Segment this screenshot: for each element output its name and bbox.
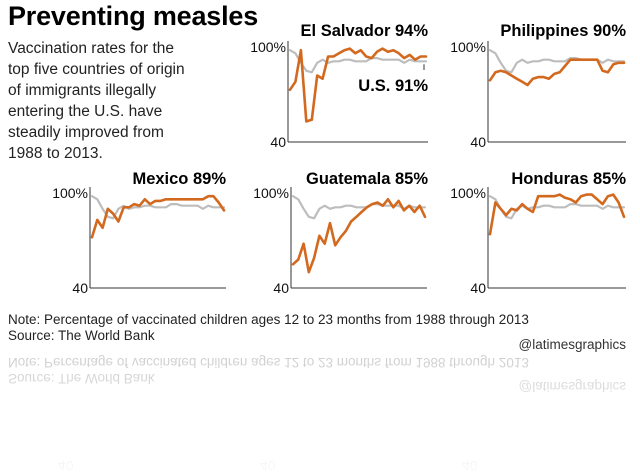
series-line-guatemala	[291, 198, 427, 274]
credit-handle[interactable]: @latimesgraphics	[518, 337, 627, 352]
panel-title: El Salvador 94%	[301, 22, 429, 40]
series-line-honduras	[488, 193, 626, 236]
panel-title: Philippines 90%	[500, 22, 626, 40]
chart-note: Note: Percentage of vaccinated children …	[8, 312, 529, 327]
panel-title: Honduras 85%	[511, 170, 626, 188]
y-tick-label-max: 100%	[253, 185, 289, 201]
y-tick-label-max: 100%	[250, 39, 286, 55]
y-tick-label-min: 40	[72, 280, 88, 296]
series-line-mexico	[90, 194, 226, 239]
y-tick-label-min: 40	[273, 280, 289, 296]
y-tick-label-max: 100%	[450, 185, 486, 201]
y-tick-label-min: 40	[270, 134, 286, 150]
chart-subtitle: Vaccination rates for the top five count…	[8, 40, 185, 162]
us-label: U.S. 91%	[358, 77, 428, 95]
y-tick-label-min: 40	[470, 134, 486, 150]
chart-source: Source: The World Bank	[8, 328, 155, 343]
series-line-us	[488, 195, 626, 220]
chart-title: Preventing measles	[8, 1, 259, 31]
y-tick-label-max: 100%	[450, 39, 486, 55]
panel-title: Guatemala 85%	[306, 170, 428, 188]
y-tick-label-min: 40	[470, 280, 486, 296]
series-line-el-salvador	[288, 47, 428, 123]
series-line-philippines	[488, 58, 626, 87]
series-line-us	[488, 49, 626, 74]
panel-title: Mexico 89%	[132, 170, 226, 188]
series-line-us	[288, 49, 428, 74]
y-tick-label-max: 100%	[52, 185, 88, 201]
